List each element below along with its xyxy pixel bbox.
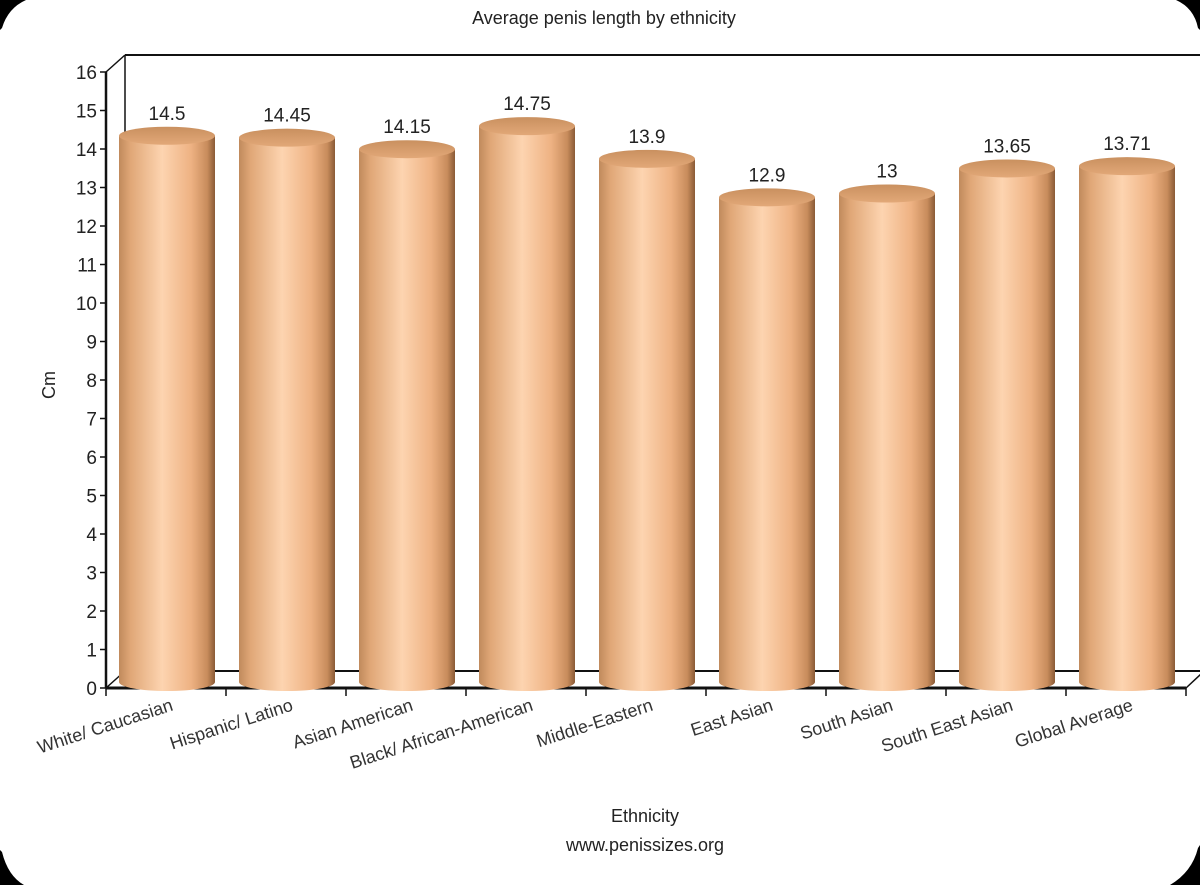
bar-6: 12.9 [719,165,815,691]
y-tick-label: 0 [86,679,97,700]
bar-value-label: 13 [876,162,897,183]
frame-corner-top-left [0,0,26,30]
chart-title: Average penis length by ethnicity [472,8,736,28]
bar-2: 14.45 [239,106,335,692]
y-tick-label: 3 [86,564,97,585]
y-tick-label: 14 [76,140,98,161]
bar-1: 14.5 [119,104,215,691]
bar-value-label: 14.45 [263,106,311,127]
bar-value-label: 13.71 [1103,134,1151,155]
y-tick-label: 15 [76,102,97,123]
x-axis-label: Ethnicity [611,806,679,826]
y-tick-label: 7 [86,410,97,431]
bar-value-label: 14.5 [149,104,186,125]
y-tick-label: 4 [86,525,97,546]
bar-value-label: 12.9 [749,165,786,186]
y-tick-label: 6 [86,448,97,469]
y-tick-label: 1 [86,641,97,662]
x-tick-label: White/ Caucasian [35,695,175,758]
frame-corner-bottom-left [0,850,24,885]
bar-value-label: 13.65 [983,136,1031,157]
y-tick-label: 9 [86,333,97,354]
y-tick-label: 13 [76,179,97,200]
bar-8: 13.65 [959,136,1055,692]
x-tick-label: South East Asian [879,695,1016,756]
bars: 14.5 14.45 14.15 14.75 13.9 12.9 13 13.65 13.71 [119,94,1175,692]
source-url: www.penissizes.org [565,835,724,855]
bar-4: 14.75 [479,94,575,691]
y-axis-label: Cm [39,371,59,399]
bar-value-label: 14.15 [383,117,431,138]
bar-3: 14.15 [359,117,455,692]
bar-value-label: 14.75 [503,94,551,115]
y-tick-label: 11 [77,256,97,277]
x-tick-label: East Asian [688,695,775,740]
y-tick-label: 2 [86,602,97,623]
bar-9: 13.71 [1079,134,1175,692]
y-tick-label: 16 [76,63,97,84]
bar-value-label: 13.9 [629,127,666,148]
frame-corner-bottom-right [1170,845,1200,885]
y-tick-label: 12 [76,217,97,238]
y-tick-label: 10 [76,294,97,315]
bar-5: 13.9 [599,127,695,692]
y-tick-label: 8 [86,371,97,392]
x-tick-label: Hispanic/ Latino [167,695,295,754]
x-tick-label: Global Average [1012,695,1135,752]
x-tick-label: Middle-Eastern [534,695,655,751]
frame-corner-top-right [1176,0,1200,30]
bar-7: 13 [839,162,935,691]
y-tick-label: 5 [86,487,97,508]
